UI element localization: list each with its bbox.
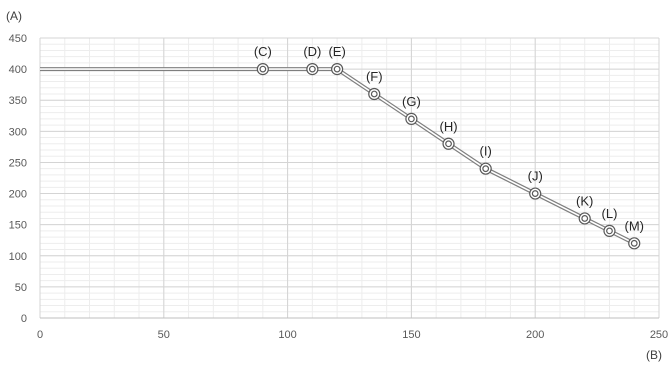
point-label: (C) (254, 44, 272, 59)
x-tick-label: 150 (402, 329, 420, 341)
x-axis-title: (B) (646, 348, 662, 362)
data-point (628, 237, 641, 250)
data-markers (256, 63, 641, 250)
marker-inner-ring (308, 65, 316, 73)
data-point (529, 187, 542, 200)
point-labels: (C) (D) (E) (F) (G) (H) (I) (J) (K) (L) (M) (254, 44, 644, 233)
y-tick-label: 150 (9, 220, 27, 232)
point-label: (L) (602, 206, 618, 221)
x-tick-label: 100 (278, 329, 296, 341)
y-tick-label: 50 (15, 282, 27, 294)
data-point (603, 224, 616, 237)
point-label: (G) (402, 94, 421, 109)
y-tick-label: 400 (9, 64, 27, 76)
marker-inner-ring (259, 65, 267, 73)
marker-inner-ring (333, 65, 341, 73)
data-point (578, 212, 591, 225)
y-tick-label: 100 (9, 251, 27, 263)
y-tick-label: 300 (9, 126, 27, 138)
y-tick-label: 450 (9, 33, 27, 45)
data-point (306, 63, 319, 76)
marker-inner-ring (581, 215, 589, 222)
point-label: (E) (328, 44, 345, 59)
point-label: (F) (366, 69, 383, 84)
tick-labels: 0 50 100 150 200 250 0 50 100 150 200 250 300 350 400 4… (9, 33, 669, 341)
data-point (442, 137, 455, 150)
marker-inner-ring (482, 165, 490, 173)
marker-inner-ring (630, 239, 638, 247)
point-label: (J) (528, 169, 543, 184)
point-label: (H) (440, 119, 458, 134)
x-tick-label: 0 (37, 329, 43, 341)
point-label: (D) (303, 44, 321, 59)
data-point (368, 87, 381, 101)
marker-inner-ring (531, 190, 539, 197)
x-tick-label: 250 (650, 329, 668, 341)
marker-inner-ring (606, 227, 613, 235)
data-point (256, 63, 269, 76)
y-axis-title: (A) (6, 9, 22, 23)
marker-inner-ring (370, 90, 378, 98)
point-label: (I) (480, 144, 492, 159)
point-label: (K) (576, 193, 593, 208)
point-label: (M) (624, 218, 644, 233)
y-tick-label: 350 (9, 95, 27, 107)
data-point (479, 162, 492, 175)
data-point (331, 63, 344, 76)
marker-inner-ring (445, 140, 452, 148)
y-tick-label: 250 (9, 157, 27, 169)
marker-inner-ring (408, 115, 415, 123)
x-tick-label: 200 (526, 329, 544, 341)
data-point (405, 112, 418, 125)
grid (39, 37, 660, 319)
x-tick-label: 50 (158, 329, 170, 341)
y-tick-label: 0 (21, 313, 27, 325)
y-tick-label: 200 (9, 189, 27, 201)
